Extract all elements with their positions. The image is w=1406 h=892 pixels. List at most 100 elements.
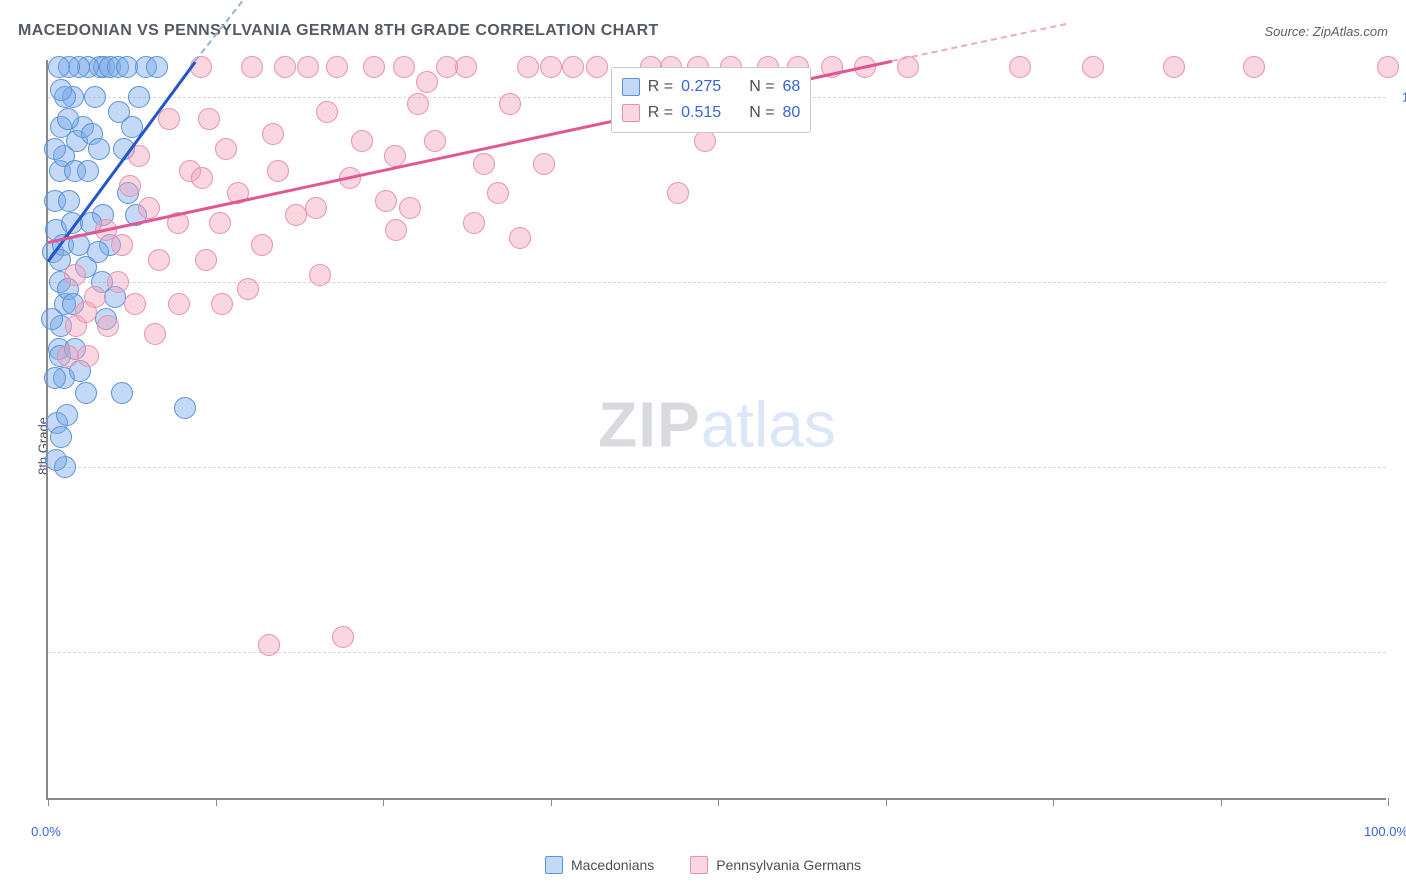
scatter-point-macedonians (57, 108, 79, 130)
chart-area: ZIPatlas 92.5%95.0%97.5%100.0%R =0.275N … (46, 60, 1386, 800)
scatter-point-macedonians (44, 138, 66, 160)
scatter-point-penn_germans (316, 101, 338, 123)
scatter-point-penn_germans (57, 345, 79, 367)
stat-r-label: R = (648, 104, 673, 122)
scatter-point-macedonians (128, 86, 150, 108)
scatter-point-penn_germans (351, 130, 373, 152)
source-label: Source: (1264, 24, 1312, 39)
scatter-point-penn_germans (385, 219, 407, 241)
scatter-point-penn_germans (393, 56, 415, 78)
scatter-point-macedonians (48, 56, 70, 78)
scatter-point-penn_germans (258, 634, 280, 656)
trend-line (892, 23, 1067, 62)
scatter-point-penn_germans (211, 293, 233, 315)
scatter-point-penn_germans (148, 249, 170, 271)
y-tick-label: 97.5% (1390, 275, 1406, 290)
scatter-point-penn_germans (285, 204, 307, 226)
scatter-point-penn_germans (168, 293, 190, 315)
scatter-point-penn_germans (191, 167, 213, 189)
stats-row-macedonians: R = 0.275 N = 68 (622, 74, 801, 100)
scatter-point-penn_germans (262, 123, 284, 145)
gridline (48, 467, 1386, 468)
scatter-point-macedonians (44, 367, 66, 389)
scatter-point-penn_germans (375, 190, 397, 212)
scatter-point-penn_germans (487, 182, 509, 204)
scatter-point-penn_germans (111, 234, 133, 256)
scatter-point-penn_germans (517, 56, 539, 78)
stats-row-penn_germans: R =0.515N =80 (622, 100, 801, 126)
scatter-point-macedonians (111, 382, 133, 404)
scatter-point-penn_germans (97, 315, 119, 337)
scatter-point-penn_germans (237, 278, 259, 300)
scatter-point-penn_germans (144, 323, 166, 345)
gridline (48, 652, 1386, 653)
x-tick (1388, 798, 1389, 806)
legend-label-macedonians: Macedonians (571, 857, 654, 873)
scatter-point-macedonians (50, 426, 72, 448)
stat-r-label: R = (648, 78, 673, 96)
scatter-point-penn_germans (209, 212, 231, 234)
y-tick-label: 100.0% (1390, 90, 1406, 105)
watermark: ZIPatlas (598, 388, 836, 462)
scatter-point-penn_germans (407, 93, 429, 115)
scatter-point-macedonians (174, 397, 196, 419)
scatter-point-penn_germans (119, 175, 141, 197)
x-tick (48, 798, 49, 806)
scatter-point-penn_germans (305, 197, 327, 219)
scatter-point-penn_germans (158, 108, 180, 130)
stat-n-value: 68 (783, 78, 801, 96)
scatter-point-penn_germans (64, 264, 86, 286)
bottom-legend: Macedonians Pennsylvania Germans (545, 856, 861, 874)
scatter-point-penn_germans (1163, 56, 1185, 78)
scatter-point-penn_germans (424, 130, 446, 152)
scatter-point-penn_germans (667, 182, 689, 204)
scatter-point-penn_germans (586, 56, 608, 78)
scatter-point-macedonians (87, 241, 109, 263)
scatter-point-macedonians (56, 404, 78, 426)
scatter-point-penn_germans (124, 293, 146, 315)
stat-r-value: 0.275 (681, 78, 721, 96)
x-tick (551, 798, 552, 806)
scatter-point-macedonians (88, 138, 110, 160)
scatter-point-penn_germans (297, 56, 319, 78)
scatter-point-penn_germans (363, 56, 385, 78)
plot-region: ZIPatlas 92.5%95.0%97.5%100.0%R =0.275N … (46, 60, 1386, 800)
stats-swatch (622, 104, 640, 122)
stat-n-label: N = (749, 104, 774, 122)
scatter-point-penn_germans (107, 271, 129, 293)
scatter-point-penn_germans (84, 286, 106, 308)
scatter-point-penn_germans (1082, 56, 1104, 78)
source-value: ZipAtlas.com (1313, 24, 1388, 39)
scatter-point-penn_germans (499, 93, 521, 115)
scatter-point-penn_germans (509, 227, 531, 249)
y-tick-label: 95.0% (1390, 460, 1406, 475)
scatter-point-penn_germans (309, 264, 331, 286)
stats-swatch (622, 78, 640, 96)
scatter-point-penn_germans (241, 56, 263, 78)
scatter-point-penn_germans (473, 153, 495, 175)
stat-n-label: N = (749, 78, 774, 96)
legend-swatch-macedonians (545, 856, 563, 874)
watermark-part1: ZIP (598, 389, 701, 461)
scatter-point-macedonians (50, 79, 72, 101)
x-tick (216, 798, 217, 806)
watermark-part2: atlas (701, 389, 836, 461)
scatter-point-penn_germans (1009, 56, 1031, 78)
scatter-point-penn_germans (533, 153, 555, 175)
scatter-point-macedonians (41, 308, 63, 330)
scatter-point-penn_germans (463, 212, 485, 234)
x-tick (383, 798, 384, 806)
scatter-point-penn_germans (1243, 56, 1265, 78)
scatter-point-penn_germans (251, 234, 273, 256)
legend-swatch-penn-germans (690, 856, 708, 874)
scatter-point-macedonians (146, 56, 168, 78)
scatter-point-macedonians (58, 190, 80, 212)
scatter-point-penn_germans (416, 71, 438, 93)
scatter-point-macedonians (84, 86, 106, 108)
x-tick (1221, 798, 1222, 806)
correlation-stats-box: R =0.275N =68R =0.515N =80 (611, 67, 812, 133)
legend-label-penn-germans: Pennsylvania Germans (716, 857, 861, 873)
scatter-point-penn_germans (198, 108, 220, 130)
stat-r-value: 0.515 (681, 104, 721, 122)
scatter-point-macedonians (77, 160, 99, 182)
